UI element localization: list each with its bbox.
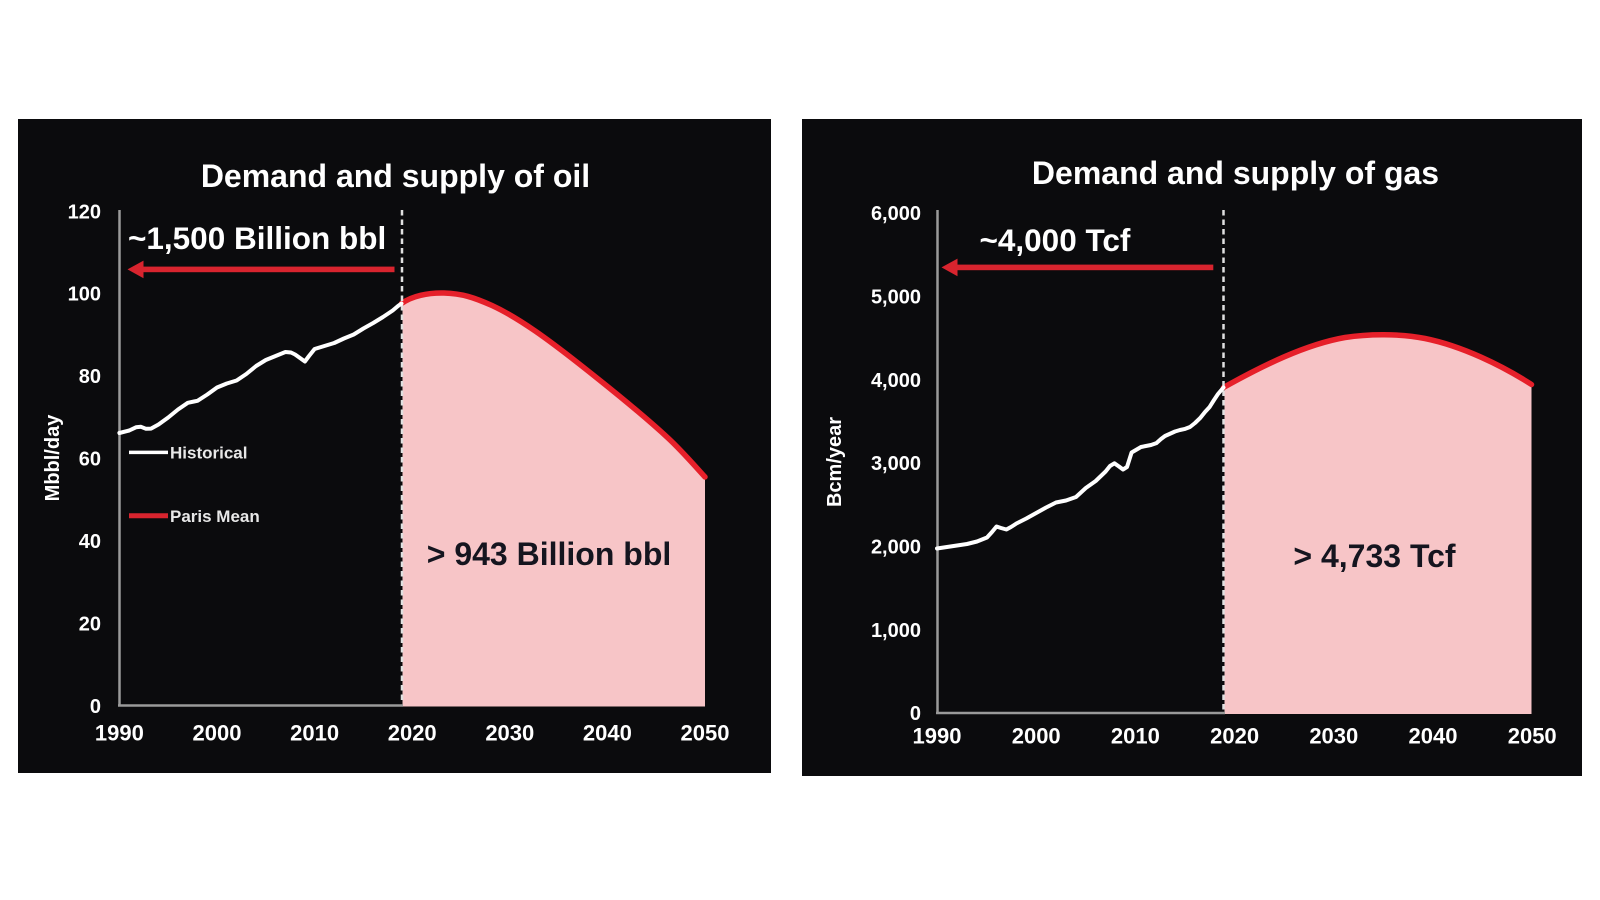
svg-text:2030: 2030: [1309, 724, 1358, 749]
svg-text:~4,000 Tcf: ~4,000 Tcf: [980, 222, 1131, 258]
svg-text:4,000: 4,000: [871, 370, 921, 392]
svg-text:1990: 1990: [95, 721, 144, 746]
svg-text:6,000: 6,000: [871, 203, 921, 225]
svg-text:2020: 2020: [1210, 724, 1259, 749]
svg-text:2,000: 2,000: [871, 537, 921, 559]
svg-text:Demand and supply of oil: Demand and supply of oil: [201, 158, 590, 194]
svg-text:0: 0: [910, 703, 921, 725]
svg-text:Historical: Historical: [170, 444, 247, 463]
svg-text:> 943 Billion bbl: > 943 Billion bbl: [427, 536, 672, 572]
svg-text:2000: 2000: [193, 721, 242, 746]
svg-text:5,000: 5,000: [871, 287, 921, 309]
svg-text:80: 80: [79, 366, 101, 388]
svg-text:2050: 2050: [681, 721, 730, 746]
svg-text:Mbbl/day: Mbbl/day: [42, 414, 64, 502]
svg-text:40: 40: [79, 531, 101, 553]
svg-text:2030: 2030: [485, 721, 534, 746]
svg-text:2020: 2020: [388, 721, 437, 746]
svg-text:> 4,733 Tcf: > 4,733 Tcf: [1293, 538, 1456, 574]
svg-text:1990: 1990: [913, 724, 962, 749]
svg-text:Demand and supply of gas: Demand and supply of gas: [1032, 155, 1439, 191]
svg-text:2010: 2010: [290, 721, 339, 746]
svg-text:2040: 2040: [1409, 724, 1458, 749]
svg-text:2010: 2010: [1111, 724, 1160, 749]
svg-text:0: 0: [90, 696, 101, 718]
svg-text:3,000: 3,000: [871, 453, 921, 475]
svg-text:100: 100: [68, 284, 101, 306]
svg-text:Bcm/year: Bcm/year: [824, 417, 846, 507]
svg-text:Paris Mean: Paris Mean: [170, 507, 260, 526]
svg-text:~1,500 Billion bbl: ~1,500 Billion bbl: [128, 220, 386, 256]
svg-text:20: 20: [79, 613, 101, 635]
svg-text:1,000: 1,000: [871, 620, 921, 642]
svg-text:2050: 2050: [1508, 724, 1557, 749]
svg-text:2000: 2000: [1012, 724, 1061, 749]
svg-text:60: 60: [79, 449, 101, 471]
svg-text:120: 120: [68, 201, 101, 223]
svg-text:2040: 2040: [583, 721, 632, 746]
